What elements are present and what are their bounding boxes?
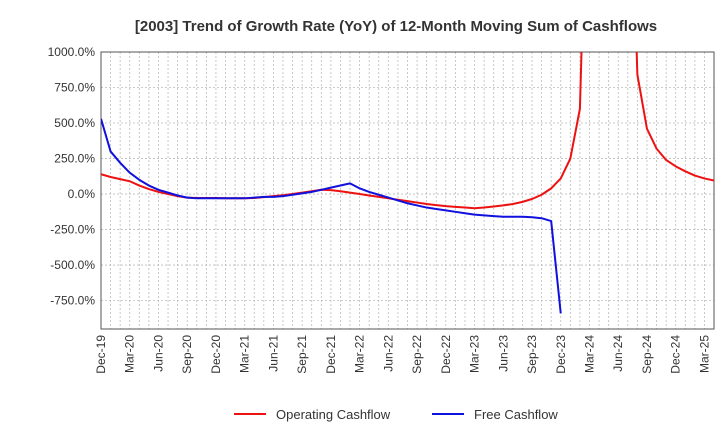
x-tick-label: Dec-19 <box>94 335 108 374</box>
series-line-free-cashflow <box>101 118 562 314</box>
legend-label-operating-cashflow: Operating Cashflow <box>276 407 391 422</box>
x-tick-label: Sep-23 <box>525 335 539 374</box>
y-tick-label: -250.0% <box>50 223 95 237</box>
grid <box>101 51 714 329</box>
legend-label-free-cashflow: Free Cashflow <box>474 407 558 422</box>
y-tick-label: -750.0% <box>50 294 95 308</box>
legend: Operating Cashflow Free Cashflow <box>234 407 558 422</box>
y-tick-label: -500.0% <box>50 258 95 272</box>
chart-title: [2003] Trend of Growth Rate (YoY) of 12-… <box>135 18 657 35</box>
x-tick-label: Mar-23 <box>468 335 482 373</box>
x-tick-label: Sep-24 <box>640 335 654 374</box>
x-tick-label: Dec-21 <box>324 335 338 374</box>
x-tick-label: Jun-23 <box>496 335 510 372</box>
x-tick-label: Mar-20 <box>123 335 137 373</box>
x-tick-label: Jun-22 <box>381 335 395 372</box>
y-tick-label: 1000.0% <box>48 45 96 59</box>
x-tick-label: Jun-24 <box>611 335 625 372</box>
x-tick-label: Mar-22 <box>353 335 367 373</box>
x-tick-label: Dec-22 <box>439 335 453 374</box>
x-tick-label: Sep-20 <box>180 335 194 374</box>
y-tick-label: 750.0% <box>54 81 95 95</box>
x-tick-label: Dec-20 <box>209 335 223 374</box>
y-tick-label: 0.0% <box>68 187 96 201</box>
series-layer <box>101 52 714 314</box>
x-tick-label: Dec-23 <box>554 335 568 374</box>
y-tick-label: 250.0% <box>54 152 95 166</box>
x-tick-label: Dec-24 <box>669 335 683 374</box>
x-axis: Dec-19 Mar-20 Jun-20 Sep-20 Dec-20 Mar-21 Jun-… <box>94 335 711 374</box>
x-tick-label: Jun-21 <box>266 335 280 372</box>
x-tick-label: Mar-21 <box>238 335 252 373</box>
x-tick-label: Mar-25 <box>697 335 711 373</box>
y-axis: 1000.0% 750.0% 500.0% 250.0% 0.0% -250.0% -500… <box>48 45 96 308</box>
y-tick-label: 500.0% <box>54 116 95 130</box>
plot-area <box>100 51 715 330</box>
x-tick-label: Jun-20 <box>151 335 165 372</box>
x-tick-label: Sep-22 <box>410 335 424 374</box>
x-tick-label: Mar-24 <box>582 335 596 373</box>
x-tick-label: Sep-21 <box>295 335 309 374</box>
